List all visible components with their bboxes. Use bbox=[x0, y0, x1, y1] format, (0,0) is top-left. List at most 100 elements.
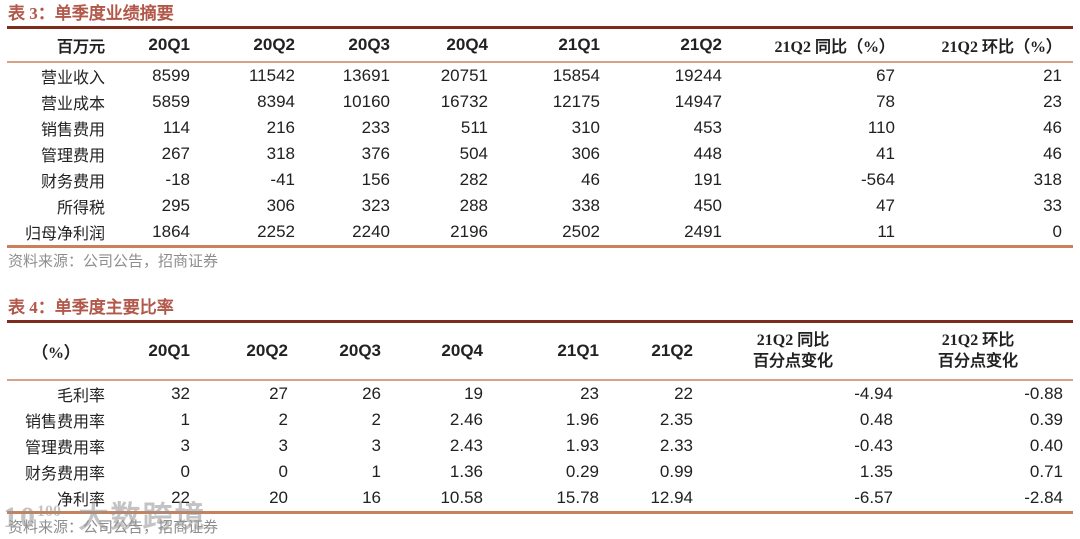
cell-value: 191 bbox=[693, 170, 722, 189]
qoq-header-line2: 百分点变化 bbox=[937, 353, 1018, 370]
cell-value: 32 bbox=[171, 384, 190, 403]
cell-value: -564 bbox=[860, 170, 895, 189]
table3-title: 表 3：单季度业绩摘要 bbox=[7, 4, 1073, 29]
col-20q1: 20Q1 bbox=[105, 323, 190, 381]
cell-value: 295 bbox=[161, 196, 190, 215]
cell-value: 26 bbox=[362, 384, 381, 403]
cell-value: 0.39 bbox=[1029, 410, 1063, 429]
cell-value: 3 bbox=[278, 436, 288, 455]
cell-value: 10.58 bbox=[381, 485, 483, 514]
cell-value: 306 bbox=[571, 144, 600, 163]
cell-value: 47 bbox=[876, 196, 895, 215]
table4-title: 表 4：单季度主要比率 bbox=[7, 298, 1073, 323]
cell-value: 233 bbox=[361, 118, 390, 137]
cell-value: 41 bbox=[876, 144, 895, 163]
cell-value: 46 bbox=[1043, 118, 1062, 137]
col-21q2: 21Q2 bbox=[599, 323, 693, 381]
cell-value: 282 bbox=[459, 170, 488, 189]
cell-value: 22 bbox=[105, 485, 190, 514]
col-20q1: 20Q1 bbox=[105, 29, 190, 63]
table4-source: 资料来源：公司公告，招商证券 bbox=[8, 520, 219, 536]
quarterly-ratios-table: （%） 20Q1 20Q2 20Q3 20Q4 21Q1 21Q2 21Q2 同… bbox=[7, 323, 1073, 514]
row-label: 销售费用率 bbox=[24, 414, 105, 431]
cell-value: 1 bbox=[180, 410, 190, 429]
col-21q2-yoy: 21Q2 同比（%） bbox=[722, 29, 895, 63]
cell-value: 1 bbox=[371, 462, 381, 481]
cell-value: 110 bbox=[867, 118, 895, 137]
cell-value: -41 bbox=[270, 170, 295, 189]
cell-value: 2502 bbox=[488, 219, 600, 248]
row-label: 财务费用 bbox=[40, 174, 105, 191]
cell-value: 2491 bbox=[600, 219, 722, 248]
table-row: 销售费用 114 216 233 511 310 453 110 46 bbox=[7, 115, 1073, 141]
col-percent: （%） bbox=[7, 323, 105, 381]
cell-value: 2240 bbox=[295, 219, 390, 248]
cell-value: 0.71 bbox=[1029, 462, 1063, 481]
cell-value: 20 bbox=[190, 485, 288, 514]
cell-value: 156 bbox=[361, 170, 390, 189]
cell-value: -4.94 bbox=[854, 384, 893, 403]
row-label: 毛利率 bbox=[56, 388, 105, 405]
table-row: 所得税 295 306 323 288 338 450 47 33 bbox=[7, 193, 1073, 219]
cell-value: 1864 bbox=[105, 219, 190, 248]
cell-value: 22 bbox=[674, 384, 693, 403]
section-gap bbox=[7, 271, 1073, 298]
col-unit: 百万元 bbox=[7, 29, 105, 63]
table-row: 毛利率 32 27 26 19 23 22 -4.94 -0.88 bbox=[7, 380, 1073, 407]
qoq-header-line1: 21Q2 环比 bbox=[941, 332, 1015, 349]
cell-value: 376 bbox=[361, 144, 390, 163]
cell-value: 306 bbox=[266, 196, 295, 215]
row-label: 净利率 bbox=[7, 485, 105, 514]
cell-value: 12.94 bbox=[599, 485, 693, 514]
cell-value: 5859 bbox=[152, 92, 190, 111]
row-label: 营业收入 bbox=[40, 70, 105, 87]
cell-value: 15.78 bbox=[483, 485, 599, 514]
cell-value: 0 bbox=[278, 462, 288, 481]
cell-value: 3 bbox=[371, 436, 381, 455]
section-quarterly-ratios: 表 4：单季度主要比率 （%） 20Q1 20Q2 20Q3 20Q4 21Q1… bbox=[7, 298, 1073, 537]
cell-value: 2252 bbox=[190, 219, 295, 248]
cell-value: 20751 bbox=[440, 66, 488, 85]
cell-value: 8394 bbox=[257, 92, 295, 111]
cell-value: 1.93 bbox=[565, 436, 599, 455]
section-quarterly-results: 表 3：单季度业绩摘要 百万元 20Q1 20Q2 20Q3 20Q4 21Q1… bbox=[7, 4, 1073, 271]
row-label: 所得税 bbox=[56, 200, 105, 217]
table-row: 净利率 22 20 16 10.58 15.78 12.94 -6.57 -2.84 bbox=[7, 485, 1073, 514]
cell-value: -6.57 bbox=[693, 485, 893, 514]
col-21q2-yoy-pp: 21Q2 同比 百分点变化 bbox=[693, 323, 893, 381]
header-row: （%） 20Q1 20Q2 20Q3 20Q4 21Q1 21Q2 21Q2 同… bbox=[7, 323, 1073, 381]
row-label: 管理费用 bbox=[40, 148, 105, 165]
cell-value: 0.48 bbox=[859, 410, 893, 429]
cell-value: 450 bbox=[693, 196, 722, 215]
col-20q4: 20Q4 bbox=[381, 323, 483, 381]
table-row: 营业收入 8599 11542 13691 20751 15854 19244 67 21 bbox=[7, 62, 1073, 89]
cell-value: 14947 bbox=[674, 92, 722, 111]
cell-value: 2 bbox=[278, 410, 288, 429]
table4-header: （%） 20Q1 20Q2 20Q3 20Q4 21Q1 21Q2 21Q2 同… bbox=[7, 323, 1073, 381]
cell-value: 11 bbox=[722, 219, 895, 248]
cell-value: 67 bbox=[876, 66, 895, 85]
cell-value: 453 bbox=[693, 118, 722, 137]
cell-value: 10160 bbox=[342, 92, 390, 111]
cell-value: 19 bbox=[464, 384, 483, 403]
cell-value: -0.88 bbox=[1024, 384, 1063, 403]
table-row: 管理费用率 3 3 3 2.43 1.93 2.33 -0.43 0.40 bbox=[7, 433, 1073, 459]
table3-header: 百万元 20Q1 20Q2 20Q3 20Q4 21Q1 21Q2 21Q2 同… bbox=[7, 29, 1073, 63]
cell-value: 448 bbox=[693, 144, 722, 163]
cell-value: -18 bbox=[165, 170, 190, 189]
cell-value: 33 bbox=[1043, 196, 1062, 215]
cell-value: 19244 bbox=[674, 66, 722, 85]
cell-value: 46 bbox=[1043, 144, 1062, 163]
cell-value: 11542 bbox=[248, 66, 295, 85]
cell-value: 13691 bbox=[342, 66, 390, 85]
table-row: 销售费用率 1 2 2 2.46 1.96 2.35 0.48 0.39 bbox=[7, 407, 1073, 433]
header-row: 百万元 20Q1 20Q2 20Q3 20Q4 21Q1 21Q2 21Q2 同… bbox=[7, 29, 1073, 63]
table-row: 营业成本 5859 8394 10160 16732 12175 14947 78 23 bbox=[7, 89, 1073, 115]
cell-value: 2.46 bbox=[449, 410, 483, 429]
cell-value: 2.33 bbox=[659, 436, 693, 455]
col-21q1: 21Q1 bbox=[483, 323, 599, 381]
cell-value: 288 bbox=[459, 196, 488, 215]
yoy-header-line1: 21Q2 同比 bbox=[756, 332, 830, 349]
table3-body: 营业收入 8599 11542 13691 20751 15854 19244 67 21 营业成… bbox=[7, 62, 1073, 248]
